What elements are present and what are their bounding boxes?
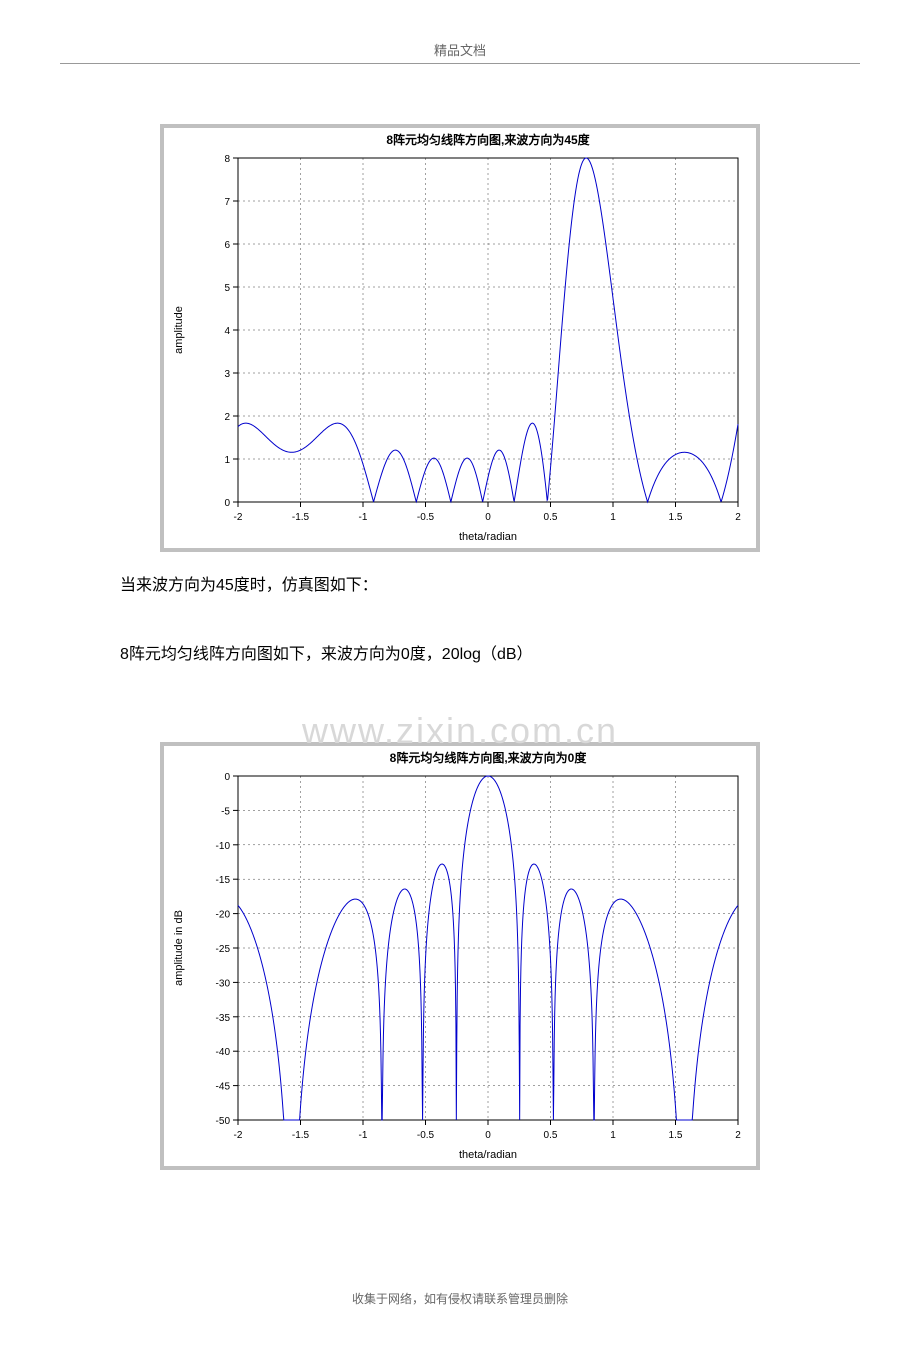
svg-text:amplitude: amplitude <box>173 306 185 354</box>
svg-text:-35: -35 <box>216 1012 231 1023</box>
svg-text:theta/radian: theta/radian <box>459 1149 517 1161</box>
caption2: 8阵元均匀线阵方向图如下，来波方向为0度，20log（dB） <box>120 641 800 670</box>
svg-text:-0.5: -0.5 <box>417 1130 435 1141</box>
page-header: 精品文档 <box>60 40 860 64</box>
svg-text:-25: -25 <box>216 944 231 955</box>
svg-text:1: 1 <box>610 512 616 523</box>
svg-text:theta/radian: theta/radian <box>459 531 517 543</box>
svg-text:7: 7 <box>224 197 230 208</box>
caption1: 当来波方向为45度时，仿真图如下： <box>120 572 800 601</box>
chart2-svg: -2-1.5-1-0.500.511.52-50-45-40-35-30-25-… <box>164 746 756 1166</box>
svg-text:0: 0 <box>485 1130 491 1141</box>
svg-text:-1.5: -1.5 <box>292 512 310 523</box>
chart1-figure: -2 -1.5 -1 -0.5 0 0.5 1 1.5 2 0 1 2 3 4 5 6 7 8 8阵元均匀线阵方向图… <box>160 124 760 552</box>
svg-text:0: 0 <box>224 498 230 509</box>
svg-text:2: 2 <box>735 1130 741 1141</box>
svg-text:-45: -45 <box>216 1081 231 1092</box>
svg-text:-5: -5 <box>221 806 230 817</box>
svg-text:8阵元均匀线阵方向图,来波方向为45度: 8阵元均匀线阵方向图,来波方向为45度 <box>386 132 590 147</box>
chart1-svg: -2 -1.5 -1 -0.5 0 0.5 1 1.5 2 0 1 2 3 4 5 6 7 8 8阵元均匀线阵方向图… <box>164 128 756 548</box>
svg-text:2: 2 <box>735 512 741 523</box>
svg-text:2: 2 <box>224 412 230 423</box>
svg-text:-0.5: -0.5 <box>417 512 435 523</box>
svg-text:8: 8 <box>224 154 230 165</box>
svg-text:8阵元均匀线阵方向图,来波方向为0度: 8阵元均匀线阵方向图,来波方向为0度 <box>390 750 588 765</box>
svg-text:0: 0 <box>485 512 491 523</box>
svg-text:-20: -20 <box>216 909 231 920</box>
document-page: 精品文档 -2 -1.5 -1 -0.5 0 0.5 1 1.5 2 0 1 2 3 4 5 6 7 8 8阵元均匀… <box>0 0 920 1347</box>
chart2-figure: -2-1.5-1-0.500.511.52-50-45-40-35-30-25-… <box>160 742 760 1170</box>
svg-text:-1: -1 <box>359 1130 368 1141</box>
svg-text:-30: -30 <box>216 978 231 989</box>
svg-text:0.5: 0.5 <box>544 512 558 523</box>
svg-text:-15: -15 <box>216 875 231 886</box>
svg-text:amplitude in dB: amplitude in dB <box>173 910 185 986</box>
svg-text:0.5: 0.5 <box>544 1130 558 1141</box>
svg-text:1.5: 1.5 <box>669 512 683 523</box>
svg-text:-40: -40 <box>216 1047 231 1058</box>
svg-text:-2: -2 <box>234 512 243 523</box>
svg-text:1.5: 1.5 <box>669 1130 683 1141</box>
page-footer: 收集于网络，如有侵权请联系管理员删除 <box>60 1290 860 1307</box>
svg-text:3: 3 <box>224 369 230 380</box>
svg-text:1: 1 <box>610 1130 616 1141</box>
svg-text:-50: -50 <box>216 1116 231 1127</box>
svg-text:-1.5: -1.5 <box>292 1130 310 1141</box>
svg-text:-2: -2 <box>234 1130 243 1141</box>
svg-text:4: 4 <box>224 326 230 337</box>
svg-text:6: 6 <box>224 240 230 251</box>
svg-text:-10: -10 <box>216 840 231 851</box>
svg-text:5: 5 <box>224 283 230 294</box>
svg-text:1: 1 <box>224 455 230 466</box>
svg-text:0: 0 <box>224 772 230 783</box>
svg-text:-1: -1 <box>359 512 368 523</box>
